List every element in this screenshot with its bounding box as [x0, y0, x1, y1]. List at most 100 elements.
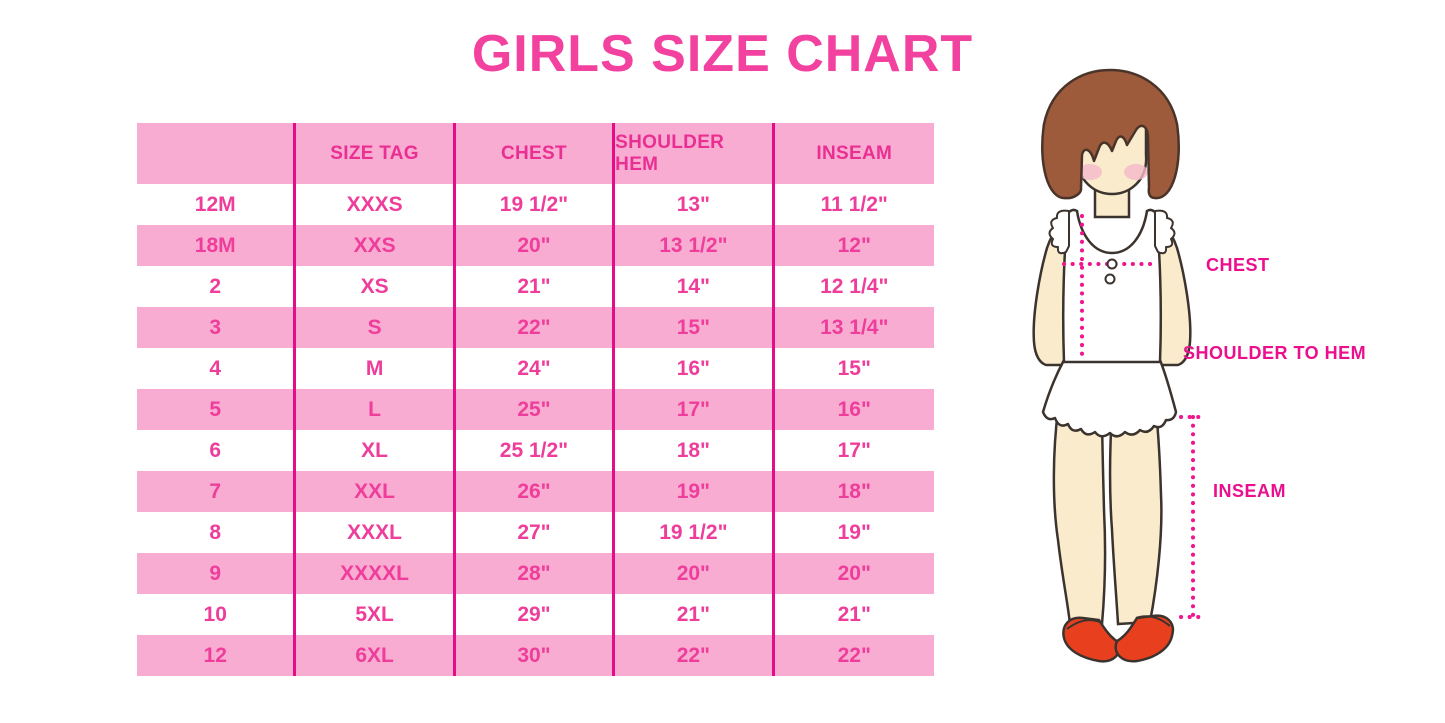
table-row: 12 6XL 30" 22" 22"	[137, 635, 934, 676]
button-top	[1106, 258, 1118, 270]
size-chart-table: SIZE TAG CHEST SHOULDER HEM INSEAM 12M XXXS 1…	[137, 123, 934, 676]
table-cell: 18M	[137, 225, 297, 266]
table-row: 12M XXXS 19 1/2" 13" 11 1/2"	[137, 184, 934, 225]
table-cell: XXXL	[296, 512, 456, 553]
table-cell: 30"	[456, 635, 616, 676]
left-shoe-strap	[1066, 619, 1101, 630]
table-cell: 5XL	[296, 594, 456, 635]
table-row: 5 L 25" 17" 16"	[137, 389, 934, 430]
table-cell: 21"	[837, 602, 871, 626]
right-shoulder-ruffle	[1154, 209, 1176, 255]
table-cell: 15"	[837, 356, 871, 380]
table-header-row: SIZE TAG CHEST SHOULDER HEM INSEAM	[137, 123, 934, 184]
table-cell: 24"	[456, 348, 616, 389]
table-row: 18M XXS 20" 13 1/2" 12"	[137, 225, 934, 266]
header-cell-3: SHOULDER HEM	[615, 123, 775, 184]
shoulder-to-hem-label: SHOULDER TO HEM	[1183, 343, 1366, 363]
right-shoe-strap	[1135, 615, 1171, 627]
inseam-label: INSEAM	[1213, 481, 1286, 501]
table-row: 6 XL 25 1/2" 18" 17"	[137, 430, 934, 471]
blush-left	[1078, 164, 1102, 180]
table-cell: 22"	[837, 643, 871, 667]
table-cell: 13 1/4"	[820, 315, 889, 339]
table-row: 8 XXXL 27" 19 1/2" 19"	[137, 512, 934, 553]
table-cell: 17"	[837, 438, 871, 462]
table-row: 7 XXL 26" 19" 18"	[137, 471, 934, 512]
table-cell: 8	[137, 512, 297, 553]
table-cell: 18"	[615, 430, 775, 471]
table-cell: 13 1/2"	[615, 225, 775, 266]
table-cell: XXS	[296, 225, 456, 266]
measurement-diagram: CHEST SHOULDER TO HEM INSEAM	[1000, 60, 1400, 680]
table-body: 12M XXXS 19 1/2" 13" 11 1/2" 18M XXS 20" 13 1/2"…	[137, 184, 934, 676]
table-cell: 20"	[456, 225, 616, 266]
left-leg	[1052, 408, 1107, 626]
table-row: 9 XXXXL 28" 20" 20"	[137, 553, 934, 594]
table-cell: 13"	[615, 184, 775, 225]
table-cell: 4	[137, 348, 297, 389]
table-cell: 22"	[456, 307, 616, 348]
header-cell-4: INSEAM	[816, 142, 893, 164]
table-cell: 9	[137, 553, 297, 594]
blush-right	[1124, 164, 1148, 180]
skirt	[1041, 358, 1178, 438]
table-cell: 21"	[615, 594, 775, 635]
table-cell: 21"	[456, 266, 616, 307]
table-cell: 10	[137, 594, 297, 635]
table-cell: 20"	[615, 553, 775, 594]
table-cell: 12M	[137, 184, 297, 225]
table-cell: 3	[137, 307, 297, 348]
table-cell: S	[296, 307, 456, 348]
table-cell: 5	[137, 389, 297, 430]
table-cell: 12 1/4"	[820, 274, 889, 298]
girl-illustration: CHEST SHOULDER TO HEM INSEAM	[1032, 68, 1366, 663]
table-cell: 7	[137, 471, 297, 512]
table-cell: XL	[296, 430, 456, 471]
table-cell: 25 1/2"	[456, 430, 616, 471]
table-cell: 17"	[615, 389, 775, 430]
right-shoe	[1114, 614, 1175, 663]
table-cell: XXXXL	[296, 553, 456, 594]
right-leg	[1108, 408, 1163, 626]
table-cell: XXXS	[296, 184, 456, 225]
table-cell: 11 1/2"	[820, 192, 888, 216]
table-cell: 12	[137, 635, 297, 676]
table-cell: 19 1/2"	[615, 512, 775, 553]
table-cell: 22"	[615, 635, 775, 676]
table-cell: 2	[137, 266, 297, 307]
table-row: 4 M 24" 16" 15"	[137, 348, 934, 389]
header-cell-2: CHEST	[456, 123, 616, 184]
table-cell: L	[296, 389, 456, 430]
table-cell: 26"	[456, 471, 616, 512]
header-cell-1: SIZE TAG	[296, 123, 456, 184]
table-cell: 12"	[837, 233, 871, 257]
button-bottom	[1104, 273, 1116, 285]
table-row: 3 S 22" 15" 13 1/4"	[137, 307, 934, 348]
left-shoe	[1062, 616, 1121, 663]
table-cell: 18"	[837, 479, 871, 503]
table-cell: XXL	[296, 471, 456, 512]
table-cell: 15"	[615, 307, 775, 348]
chest-label: CHEST	[1206, 255, 1270, 275]
left-shoulder-ruffle	[1048, 209, 1070, 255]
table-row: 2 XS 21" 14" 12 1/4"	[137, 266, 934, 307]
bodice	[1061, 208, 1163, 364]
table-cell: 20"	[837, 561, 871, 585]
table-cell: 28"	[456, 553, 616, 594]
table-cell: 19"	[615, 471, 775, 512]
page-title: GIRLS SIZE CHART	[471, 25, 974, 83]
table-cell: 16"	[837, 397, 871, 421]
table-cell: 16"	[615, 348, 775, 389]
table-row: 10 5XL 29" 21" 21"	[137, 594, 934, 635]
table-cell: XS	[296, 266, 456, 307]
table-cell: 6XL	[296, 635, 456, 676]
table-cell: 19"	[837, 520, 871, 544]
table-cell: 6	[137, 430, 297, 471]
table-cell: M	[296, 348, 456, 389]
table-cell: 29"	[456, 594, 616, 635]
table-cell: 14"	[615, 266, 775, 307]
table-cell: 25"	[456, 389, 616, 430]
table-cell: 27"	[456, 512, 616, 553]
table-cell: 19 1/2"	[456, 184, 616, 225]
header-cell-0	[137, 123, 297, 184]
